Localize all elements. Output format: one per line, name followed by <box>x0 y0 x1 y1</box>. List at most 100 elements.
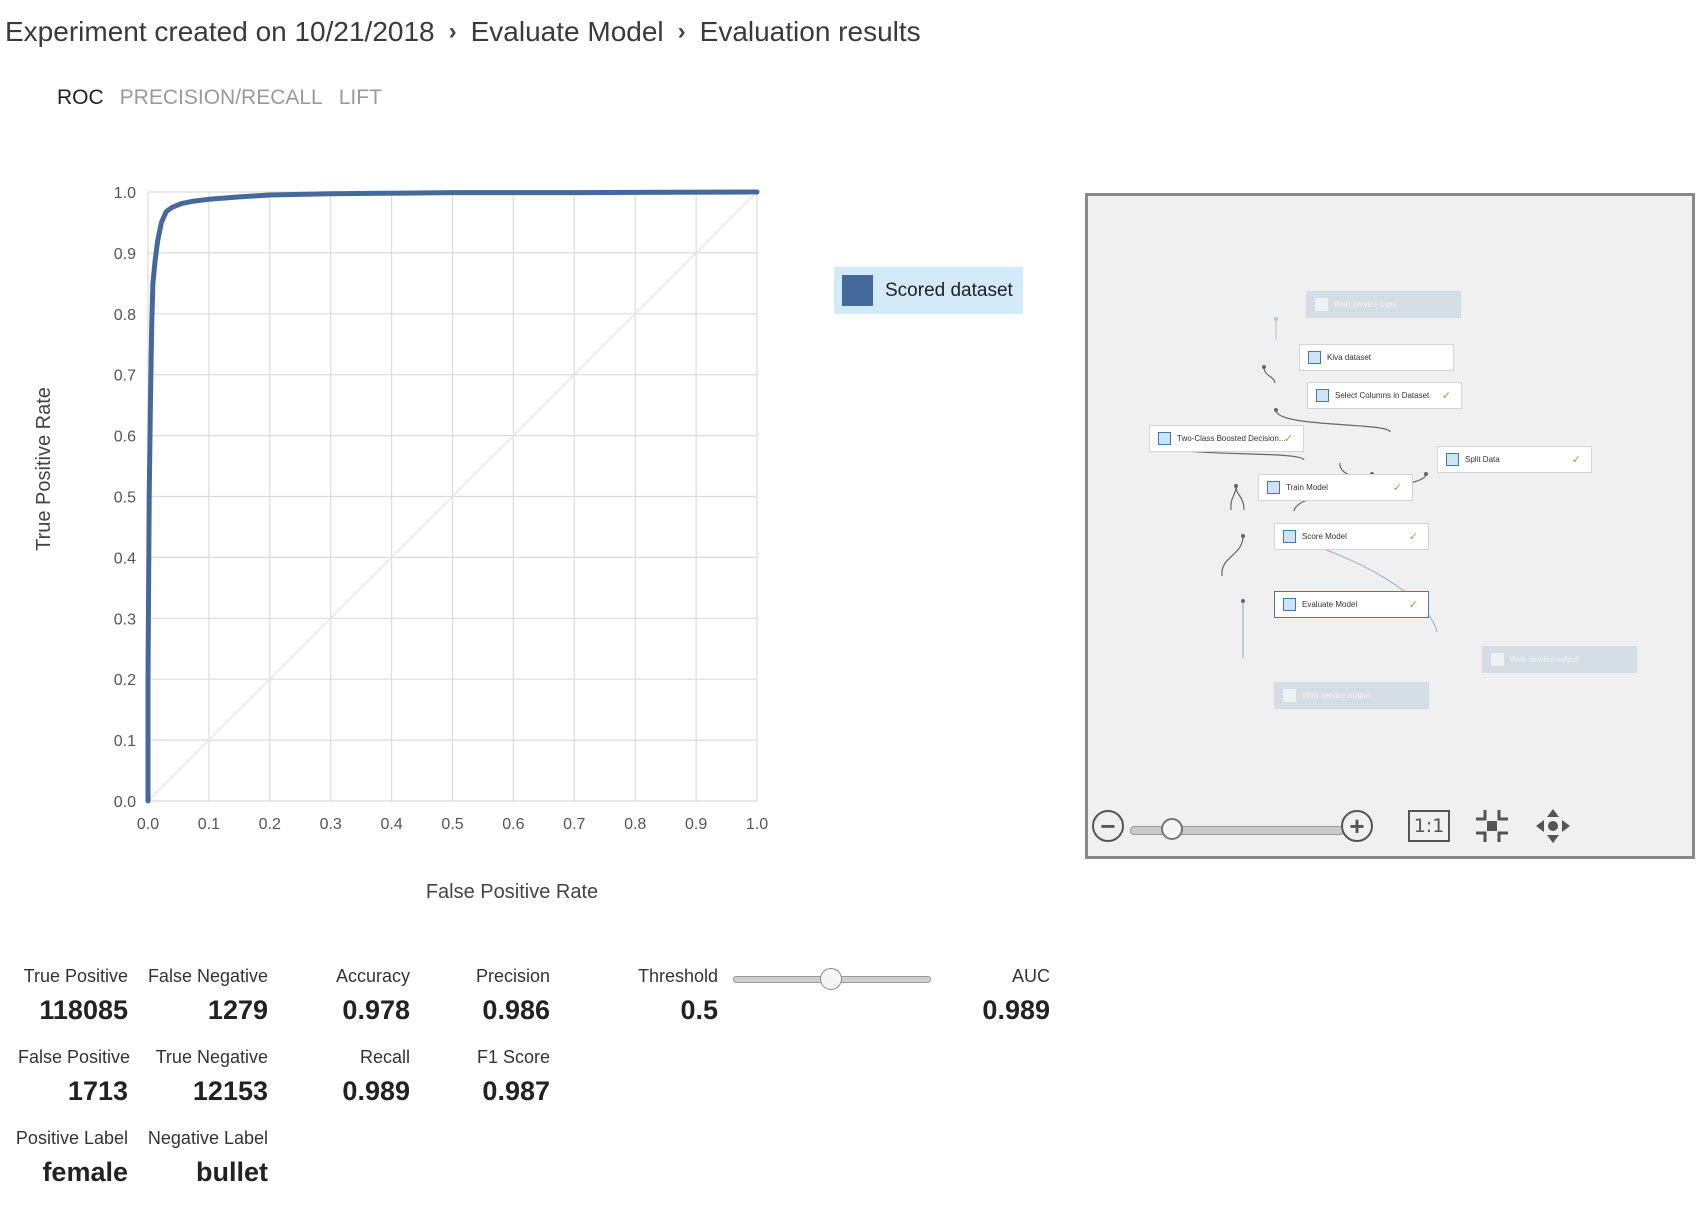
fit-to-screen-icon <box>1476 810 1508 842</box>
y-tick-label: 0.8 <box>114 307 136 324</box>
metric-value: 0.987 <box>482 1076 550 1106</box>
metric-label: Accuracy <box>335 966 410 986</box>
metric-value: 1713 <box>67 1076 128 1106</box>
check-icon: ✓ <box>1408 599 1418 611</box>
x-tick-label: 0.6 <box>502 816 524 833</box>
metric-true-positive: True Positive 118085 <box>18 966 128 1026</box>
metric-label: Negative Label <box>147 1128 268 1148</box>
x-tick-label: 0.0 <box>137 816 159 833</box>
diagonal-reference-line <box>147 191 758 802</box>
node-score-model[interactable]: Score Model ✓ <box>1274 523 1429 550</box>
chart-legend-item[interactable]: Scored dataset <box>834 267 1023 314</box>
actual-size-button[interactable]: 1:1 <box>1408 810 1450 842</box>
breadcrumb-item-evaluate-model[interactable]: Evaluate Model <box>470 16 664 47</box>
node-select-columns[interactable]: Select Columns in Dataset ✓ <box>1307 382 1462 409</box>
tab-roc[interactable]: ROC <box>57 86 104 109</box>
check-icon: ✓ <box>1408 531 1418 543</box>
metric-label: True Positive <box>23 966 128 986</box>
x-tick-label: 0.4 <box>380 816 402 833</box>
y-tick-label: 0.5 <box>114 490 136 507</box>
metric-true-negative: True Negative 12153 <box>140 1047 268 1107</box>
metric-value: 0.989 <box>982 995 1050 1025</box>
pan-button[interactable] <box>1535 808 1571 844</box>
x-tick-label: 0.1 <box>198 816 220 833</box>
node-kiva-dataset[interactable]: Kiva dataset <box>1299 344 1454 371</box>
y-tick-label: 0.0 <box>114 794 136 811</box>
metric-label: AUC <box>1011 966 1050 986</box>
canvas-toolbar: − + 1:1 <box>1088 796 1692 856</box>
metric-value: female <box>42 1157 128 1187</box>
legend-label: Scored dataset <box>885 279 1013 301</box>
node-split-data[interactable]: Split Data ✓ <box>1437 446 1592 473</box>
metric-label: True Negative <box>155 1047 268 1067</box>
metric-recall: Recall 0.989 <box>310 1047 410 1107</box>
metric-label: False Negative <box>147 966 268 986</box>
chart-tabs: ROC PRECISION/RECALL LIFT <box>57 86 382 110</box>
zoom-in-button[interactable]: + <box>1341 810 1373 842</box>
node-train-model[interactable]: Train Model ✓ <box>1258 474 1413 501</box>
node-two-class-boosted-decision-tree[interactable]: Two-Class Boosted Decision... ✓ <box>1149 425 1304 452</box>
threshold-slider-handle[interactable] <box>820 968 842 990</box>
x-tick-label: 0.5 <box>441 816 463 833</box>
fit-to-screen-button[interactable] <box>1474 808 1510 844</box>
node-label: Split Data <box>1465 455 1500 464</box>
node-evaluate-model[interactable]: Evaluate Model ✓ <box>1274 591 1429 618</box>
pan-arrows-icon <box>1536 809 1570 843</box>
metric-value: 1279 <box>207 995 268 1025</box>
node-web-service-output-right[interactable]: Web service output <box>1482 646 1637 673</box>
metric-auc: AUC 0.989 <box>950 966 1050 1026</box>
metric-accuracy: Accuracy 0.978 <box>310 966 410 1026</box>
metric-negative-label: Negative Label bullet <box>140 1128 268 1188</box>
metric-label: F1 Score <box>476 1047 550 1067</box>
x-tick-label: 0.3 <box>320 816 342 833</box>
roc-chart: 0.0 0.1 0.2 0.3 0.4 0.5 0.6 0.7 0.8 0.9 1.0 0.0 0.1 0… <box>33 185 768 903</box>
model-icon <box>1158 432 1171 445</box>
metric-value: 0.978 <box>342 995 410 1025</box>
node-label: Kiva dataset <box>1327 353 1372 362</box>
node-label: Web service output <box>1510 655 1579 664</box>
chevron-right-icon: › <box>677 18 686 45</box>
metric-value: 0.989 <box>342 1076 410 1106</box>
breadcrumb-item-experiment[interactable]: Experiment created on 10/21/2018 <box>5 16 435 47</box>
metric-f1-score: F1 Score 0.987 <box>450 1047 550 1107</box>
node-web-service-output-bottom[interactable]: Web service output <box>1274 682 1429 709</box>
web-service-output-icon <box>1283 689 1296 702</box>
metric-label: Precision <box>475 966 550 986</box>
score-model-icon <box>1283 530 1296 543</box>
metric-label: False Positive <box>18 1047 131 1067</box>
breadcrumb-item-evaluation-results: Evaluation results <box>699 16 921 47</box>
node-label: Score Model <box>1302 532 1347 541</box>
x-tick-label: 0.8 <box>624 816 646 833</box>
node-web-service-input[interactable]: Web service input <box>1306 291 1461 318</box>
node-label: Train Model <box>1286 483 1328 492</box>
y-tick-label: 0.4 <box>114 550 136 567</box>
metric-false-negative: False Negative 1279 <box>140 966 268 1026</box>
legend-swatch <box>842 275 873 306</box>
check-icon: ✓ <box>1283 433 1293 445</box>
metric-positive-label: Positive Label female <box>10 1128 128 1188</box>
experiment-canvas[interactable]: Web service input Kiva dataset Select Co… <box>1085 193 1695 859</box>
node-label: Two-Class Boosted Decision... <box>1177 434 1286 443</box>
web-service-input-icon <box>1315 298 1328 311</box>
y-tick-label: 0.6 <box>114 429 136 446</box>
y-tick-label: 1.0 <box>114 185 136 202</box>
node-label: Select Columns in Dataset <box>1335 391 1430 400</box>
y-tick-label: 0.1 <box>114 733 136 750</box>
tab-lift[interactable]: LIFT <box>338 86 382 109</box>
x-tick-label: 0.7 <box>563 816 585 833</box>
y-axis-label: True Positive Rate <box>33 387 55 551</box>
select-columns-icon <box>1316 389 1329 402</box>
train-model-icon <box>1267 481 1280 494</box>
zoom-out-button[interactable]: − <box>1092 810 1124 842</box>
breadcrumb: Experiment created on 10/21/2018 › Evalu… <box>5 12 921 52</box>
x-axis-label: False Positive Rate <box>426 881 598 903</box>
tab-precision-recall[interactable]: PRECISION/RECALL <box>119 86 323 109</box>
metric-value: bullet <box>196 1157 268 1187</box>
evaluate-model-icon <box>1283 598 1296 611</box>
y-tick-label: 0.2 <box>114 672 136 689</box>
metric-value: 118085 <box>39 995 128 1025</box>
zoom-slider-handle[interactable] <box>1161 818 1184 840</box>
node-label: Evaluate Model <box>1302 600 1358 609</box>
chevron-right-icon: › <box>448 18 457 45</box>
x-tick-label: 0.2 <box>259 816 281 833</box>
